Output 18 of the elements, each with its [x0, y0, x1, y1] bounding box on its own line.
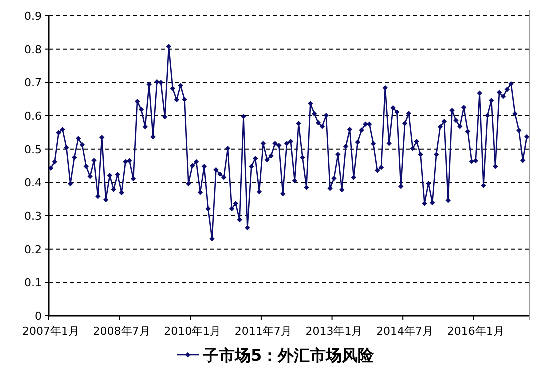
y-tick-label: 0.9: [24, 10, 42, 23]
x-tick-label: 2016年1月: [447, 325, 504, 338]
y-tick-label: 0.2: [24, 243, 42, 256]
legend-label: 子市场5：外汇市场风险: [202, 346, 376, 365]
y-tick-label: 0.4: [24, 176, 42, 190]
x-tick-label: 2011年7月: [234, 325, 292, 338]
y-tick-label: 0.6: [24, 110, 42, 123]
y-tick-label: 0.5: [24, 143, 42, 156]
x-tick-label: 2007年1月: [22, 325, 80, 338]
x-tick-label: 2013年1月: [306, 325, 363, 338]
x-tick-label: 2014年7月: [376, 325, 434, 338]
x-tick-label: 2010年1月: [164, 325, 222, 338]
y-tick-label: 0.7: [24, 76, 42, 90]
y-tick-label: 0.3: [24, 210, 42, 223]
x-tick-label: 2008年7月: [93, 325, 150, 338]
y-tick-label: 0: [35, 310, 42, 323]
y-tick-label: 0.1: [24, 276, 42, 290]
y-tick-label: 0.8: [24, 43, 42, 56]
